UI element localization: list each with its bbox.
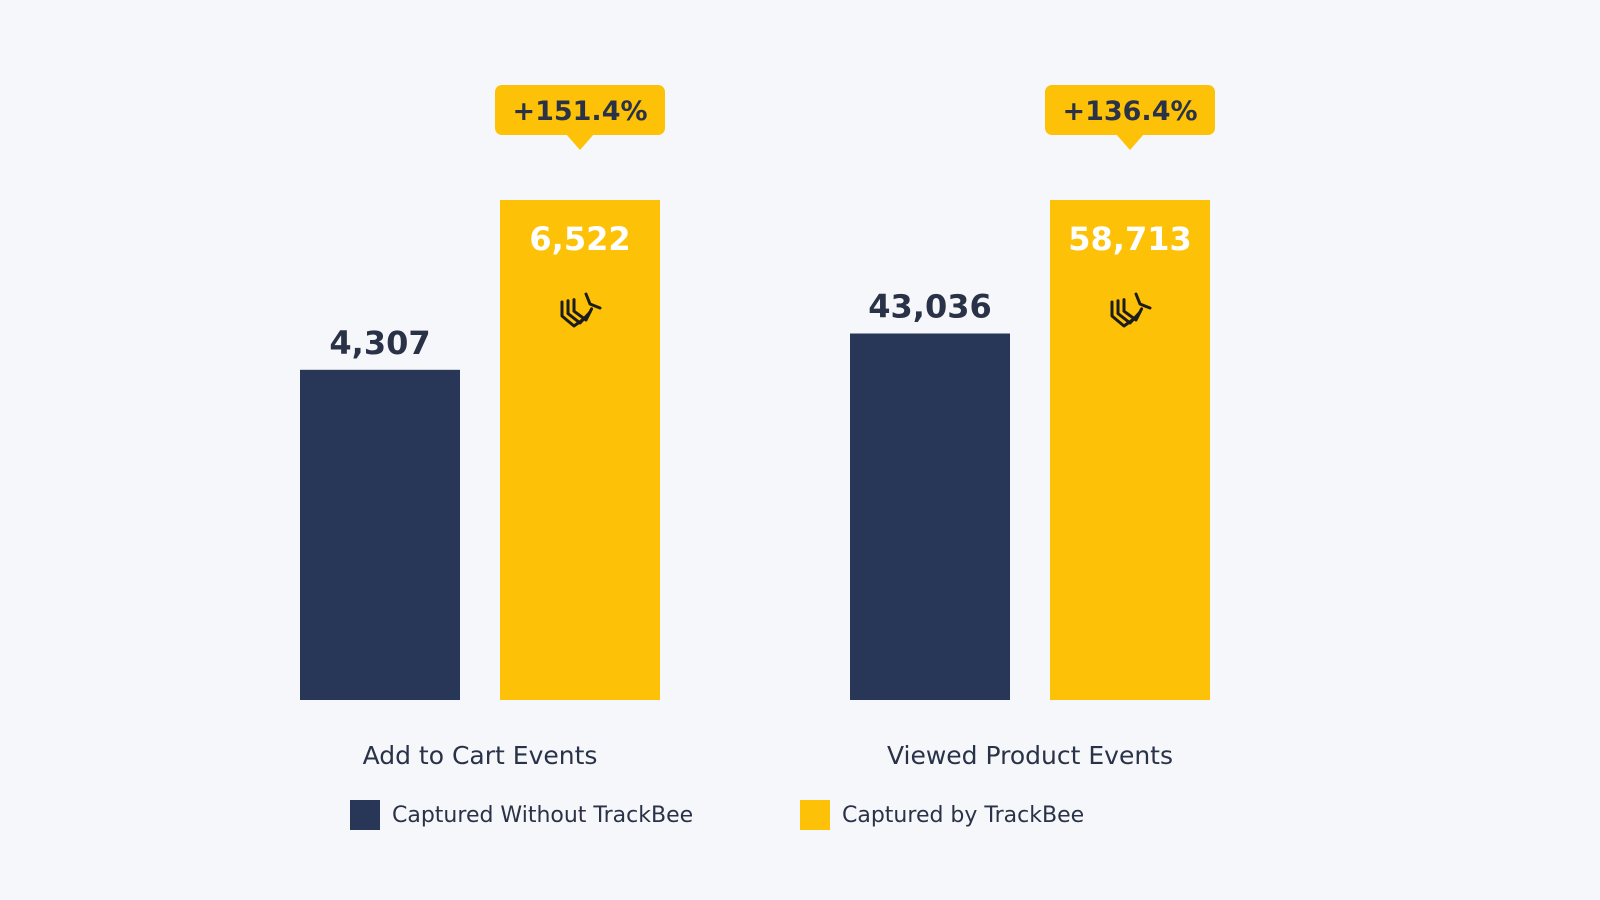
callout-pointer [1116, 134, 1144, 150]
bar-captured-without-trackbee-viewed-product-events [850, 333, 1010, 700]
growth-callout-add-to-cart-events: +151.4% [495, 85, 665, 150]
bar-captured-by-trackbee-add-to-cart-events [500, 200, 660, 700]
category-label-viewed-product-events: Viewed Product Events [887, 741, 1173, 770]
logo-stroke [1134, 292, 1152, 310]
legend-item-without-trackbee: Captured Without TrackBee [350, 800, 693, 830]
bar-captured-without-trackbee-add-to-cart-events [300, 369, 460, 700]
legend-item-by-trackbee: Captured by TrackBee [800, 800, 1084, 830]
bar-captured-by-trackbee-viewed-product-events [1050, 200, 1210, 700]
callout-text: +136.4% [1062, 96, 1197, 127]
chart-legend: Captured Without TrackBee Captured by Tr… [0, 800, 1600, 830]
value-label-captured-by-trackbee-viewed-product-events: 58,713 [1068, 220, 1191, 258]
callout-pointer [566, 134, 594, 150]
legend-swatch-without-trackbee [350, 800, 380, 830]
value-label-captured-without-trackbee-add-to-cart-events: 4,307 [329, 324, 430, 362]
callout-bubble [1045, 85, 1215, 135]
callout-bubble [495, 85, 665, 135]
logo-stroke [1122, 298, 1144, 322]
legend-swatch-by-trackbee [800, 800, 830, 830]
trackbee-logo-icon [560, 292, 602, 328]
callout-text: +151.4% [512, 96, 647, 127]
logo-stroke [572, 298, 594, 322]
value-label-captured-without-trackbee-viewed-product-events: 43,036 [868, 288, 991, 326]
labels-layer: 4,307 6,522 +151.4% Add to Cart Events 43,03… [329, 85, 1215, 770]
trackbee-logo-icon [1110, 292, 1152, 328]
bars-layer [300, 200, 1210, 700]
legend-label-without-trackbee: Captured Without TrackBee [392, 802, 694, 828]
logo-stroke [584, 292, 602, 310]
growth-callout-viewed-product-events: +136.4% [1045, 85, 1215, 150]
category-label-add-to-cart-events: Add to Cart Events [363, 741, 598, 770]
value-label-captured-by-trackbee-add-to-cart-events: 6,522 [529, 220, 630, 258]
legend-label-by-trackbee: Captured by TrackBee [842, 802, 1085, 828]
